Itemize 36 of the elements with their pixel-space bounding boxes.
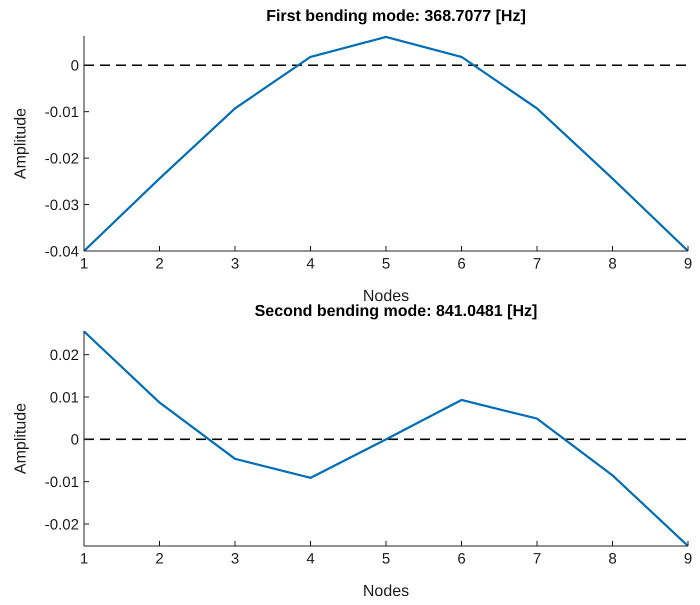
chart-title: First bending mode: 368.7077 [Hz]: [265, 8, 527, 27]
x-tick-label: 6: [457, 550, 466, 568]
y-tick-label: 0: [70, 432, 79, 449]
y-tick-label: -0.01: [44, 474, 79, 491]
y-tick-label: -0.02: [44, 516, 79, 534]
x-tick-label: 2: [155, 256, 164, 273]
x-tick-label: 7: [532, 550, 542, 568]
x-tick-label: 2: [155, 550, 164, 568]
y-tick-label: -0.01: [44, 104, 79, 122]
line-series: [84, 331, 688, 546]
y-axis-title: Amplitude: [12, 402, 30, 474]
y-tick-label: -0.02: [44, 150, 79, 168]
x-tick-label: 3: [230, 550, 240, 568]
x-tick-label: 9: [684, 256, 692, 273]
x-tick-label: 5: [382, 550, 390, 568]
y-tick-label: -0.04: [44, 243, 79, 260]
y-tick-label: 0: [70, 58, 79, 75]
x-tick-label: 9: [684, 550, 692, 568]
x-tick-label: 8: [608, 256, 617, 273]
x-tick-label: 7: [532, 256, 542, 273]
y-tick-label: 0.01: [50, 389, 79, 406]
x-tick-label: 1: [80, 550, 88, 568]
x-tick-label: 1: [80, 256, 88, 273]
line-series: [84, 36, 688, 251]
x-tick-label: 5: [382, 256, 390, 273]
x-axis-title: Nodes: [362, 288, 410, 305]
x-tick-label: 6: [457, 256, 466, 273]
y-axis-title: Amplitude: [12, 108, 30, 180]
chart-title: Second bending mode: 841.0481 [Hz]: [254, 303, 538, 322]
x-tick-label: 4: [306, 256, 315, 273]
x-axis-title: Nodes: [362, 583, 410, 600]
x-tick-label: 3: [230, 256, 240, 273]
x-tick-label: 8: [608, 550, 617, 568]
y-tick-label: 0.02: [50, 347, 79, 364]
y-tick-label: -0.03: [44, 196, 79, 214]
x-tick-label: 4: [306, 550, 315, 568]
